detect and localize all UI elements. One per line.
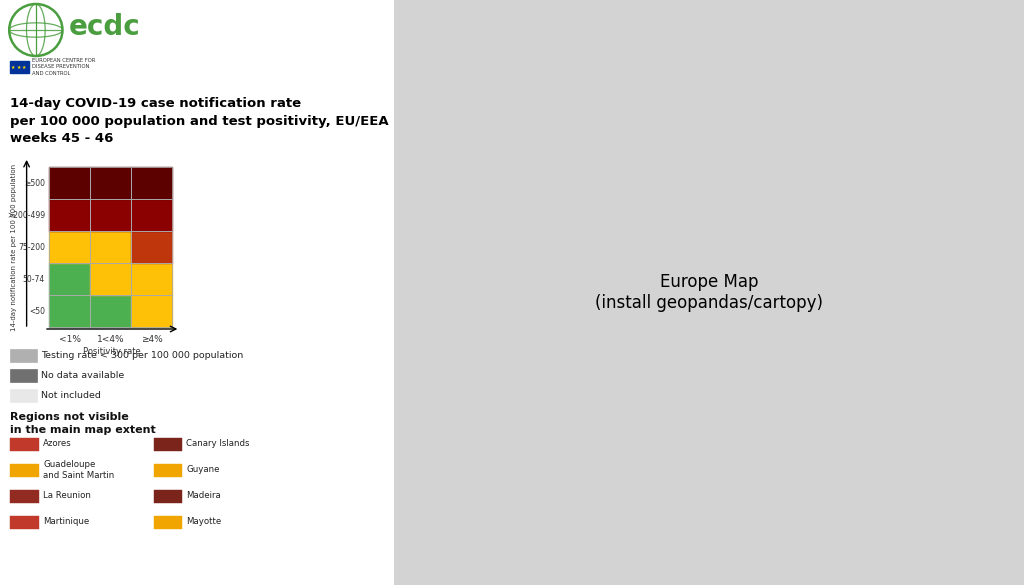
Bar bbox=[49, 167, 90, 199]
Text: Positivity rate: Positivity rate bbox=[83, 347, 141, 356]
Text: ecdc: ecdc bbox=[69, 13, 140, 41]
Bar bbox=[90, 199, 131, 231]
Text: Martinique: Martinique bbox=[43, 518, 89, 526]
Text: 50-74: 50-74 bbox=[23, 274, 45, 284]
Bar bbox=[154, 490, 182, 503]
Bar bbox=[131, 295, 172, 327]
Text: 75-200: 75-200 bbox=[18, 243, 45, 252]
Text: Europe Map
(install geopandas/cartopy): Europe Map (install geopandas/cartopy) bbox=[595, 273, 823, 312]
Bar bbox=[10, 349, 37, 362]
Bar bbox=[90, 231, 131, 263]
Bar bbox=[154, 515, 182, 528]
Text: No data available: No data available bbox=[41, 370, 124, 380]
Bar bbox=[131, 167, 172, 199]
Text: >200-499: >200-499 bbox=[7, 211, 45, 219]
Text: Regions not visible
in the main map extent: Regions not visible in the main map exte… bbox=[10, 412, 156, 435]
Bar bbox=[90, 263, 131, 295]
Text: 14-day COVID-19 case notification rate
per 100 000 population and test positivit: 14-day COVID-19 case notification rate p… bbox=[10, 97, 389, 145]
Bar bbox=[10, 389, 37, 402]
Text: EUROPEAN CENTRE FOR
DISEASE PREVENTION
AND CONTROL: EUROPEAN CENTRE FOR DISEASE PREVENTION A… bbox=[32, 58, 95, 76]
Bar bbox=[49, 231, 90, 263]
Bar bbox=[10, 515, 39, 528]
Text: Not included: Not included bbox=[41, 391, 100, 400]
Bar bbox=[131, 231, 172, 263]
Text: Guyane: Guyane bbox=[186, 466, 220, 474]
Text: ≥4%: ≥4% bbox=[140, 335, 163, 344]
Bar bbox=[10, 61, 29, 73]
Bar bbox=[154, 463, 182, 477]
Bar bbox=[90, 167, 131, 199]
Text: ★: ★ bbox=[16, 64, 20, 70]
Text: ≥500: ≥500 bbox=[24, 178, 45, 188]
Bar bbox=[131, 167, 172, 199]
Bar bbox=[49, 295, 90, 327]
Text: Madeira: Madeira bbox=[186, 491, 221, 501]
Text: Guadeloupe
and Saint Martin: Guadeloupe and Saint Martin bbox=[43, 460, 115, 480]
Bar bbox=[90, 295, 131, 327]
Text: ★: ★ bbox=[22, 64, 26, 70]
Bar bbox=[131, 199, 172, 231]
Bar bbox=[90, 231, 131, 263]
Bar bbox=[131, 295, 172, 327]
Bar bbox=[49, 199, 90, 231]
Bar bbox=[49, 263, 90, 295]
Bar bbox=[90, 167, 131, 199]
Text: La Reunion: La Reunion bbox=[43, 491, 91, 501]
Bar bbox=[10, 438, 39, 450]
Bar bbox=[10, 490, 39, 503]
Bar bbox=[10, 369, 37, 382]
Bar bbox=[154, 438, 182, 450]
Text: <50: <50 bbox=[29, 307, 45, 315]
Text: Azores: Azores bbox=[43, 439, 72, 449]
Bar bbox=[49, 263, 90, 295]
Text: 14-day notification rate per 100 000 population: 14-day notification rate per 100 000 pop… bbox=[11, 163, 17, 331]
Bar bbox=[49, 167, 90, 199]
Bar bbox=[90, 263, 131, 295]
Text: <1%: <1% bbox=[58, 335, 81, 344]
Text: 1<4%: 1<4% bbox=[97, 335, 124, 344]
Text: Testing rate < 300 per 100 000 population: Testing rate < 300 per 100 000 populatio… bbox=[41, 350, 244, 360]
Bar bbox=[90, 199, 131, 231]
Bar bbox=[49, 199, 90, 231]
Text: Canary Islands: Canary Islands bbox=[186, 439, 250, 449]
Bar bbox=[131, 231, 172, 263]
Bar bbox=[90, 295, 131, 327]
Text: Mayotte: Mayotte bbox=[186, 518, 221, 526]
Bar bbox=[131, 263, 172, 295]
Text: ★: ★ bbox=[11, 64, 15, 70]
Bar bbox=[49, 295, 90, 327]
Bar bbox=[10, 463, 39, 477]
Bar bbox=[49, 231, 90, 263]
Bar bbox=[131, 199, 172, 231]
Bar bbox=[131, 263, 172, 295]
